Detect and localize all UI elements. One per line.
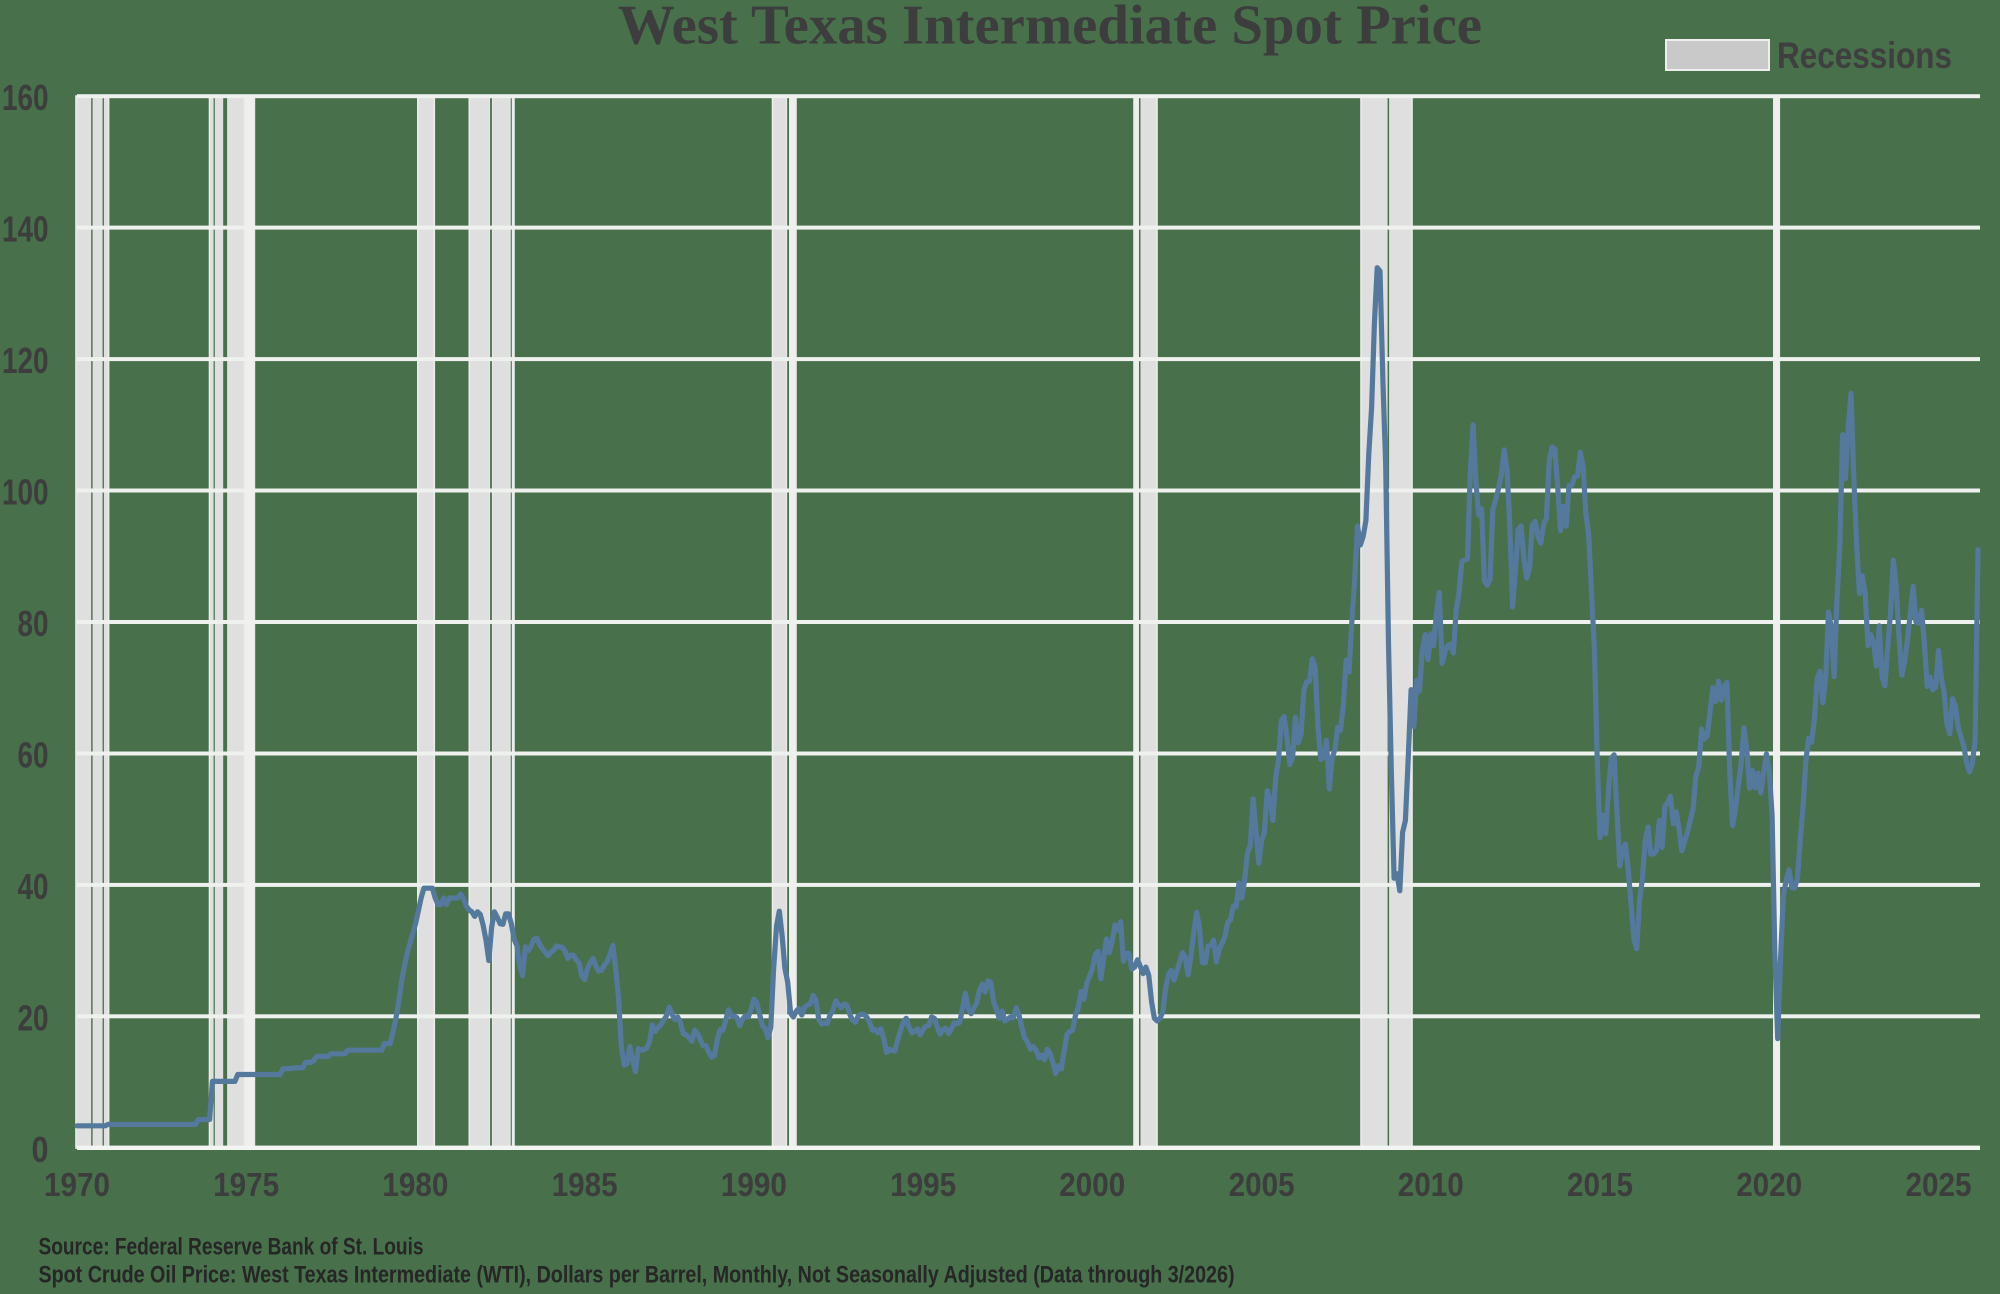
svg-text:40: 40 (18, 866, 49, 907)
svg-text:80: 80 (18, 603, 49, 644)
svg-text:2005: 2005 (1229, 1166, 1295, 1203)
svg-text:2010: 2010 (1398, 1166, 1464, 1203)
svg-text:0: 0 (32, 1129, 49, 1170)
svg-text:2015: 2015 (1567, 1166, 1633, 1203)
svg-text:1995: 1995 (890, 1166, 956, 1203)
svg-text:20: 20 (18, 997, 49, 1038)
svg-text:West Texas Intermediate Spot P: West Texas Intermediate Spot Price (618, 0, 1482, 57)
svg-text:120: 120 (2, 340, 49, 381)
svg-text:1985: 1985 (552, 1166, 618, 1203)
svg-text:2025: 2025 (1906, 1166, 1972, 1203)
svg-text:100: 100 (2, 472, 49, 513)
svg-text:Recessions: Recessions (1777, 35, 1952, 76)
svg-text:60: 60 (18, 735, 49, 776)
svg-text:2000: 2000 (1059, 1166, 1125, 1203)
svg-text:Source: Federal Reserve Bank o: Source: Federal Reserve Bank of St. Loui… (39, 1234, 424, 1261)
svg-text:1970: 1970 (44, 1166, 110, 1203)
svg-text:Spot Crude Oil Price: West Tex: Spot Crude Oil Price: West Texas Interme… (39, 1262, 1235, 1289)
svg-text:140: 140 (2, 209, 49, 250)
svg-text:160: 160 (2, 77, 49, 118)
svg-text:1975: 1975 (213, 1166, 279, 1203)
svg-text:1980: 1980 (382, 1166, 448, 1203)
svg-text:2020: 2020 (1736, 1166, 1802, 1203)
svg-text:1990: 1990 (721, 1166, 787, 1203)
